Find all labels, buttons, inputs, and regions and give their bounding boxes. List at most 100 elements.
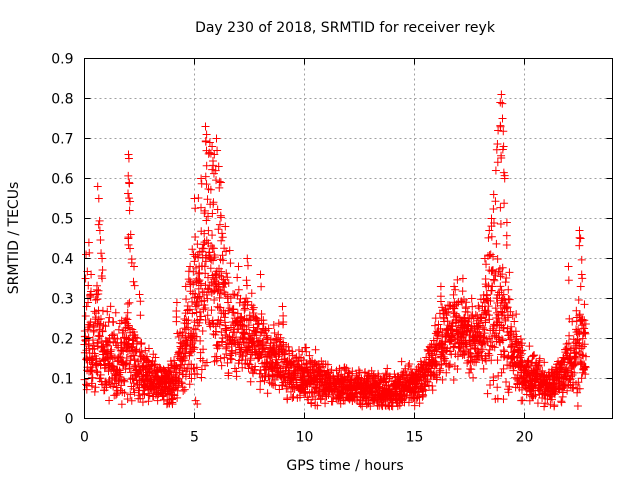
data-point: [431, 314, 440, 323]
data-point: [518, 346, 527, 355]
data-point: [191, 204, 200, 213]
data-point: [144, 344, 153, 353]
data-point: [120, 389, 129, 398]
data-point: [578, 315, 587, 324]
chart-title: Day 230 of 2018, SRMTID for receiver rey…: [195, 20, 496, 36]
data-point: [499, 127, 508, 136]
data-point: [96, 314, 105, 323]
data-point: [434, 320, 443, 329]
data-point: [238, 351, 247, 360]
data-point: [263, 333, 272, 342]
data-point: [269, 380, 278, 389]
data-point: [535, 356, 544, 365]
data-point: [95, 331, 104, 340]
data-point: [499, 395, 508, 404]
data-point: [484, 302, 493, 311]
data-point: [149, 350, 158, 359]
data-point: [442, 311, 451, 320]
data-point: [518, 396, 527, 405]
data-point: [557, 398, 566, 407]
data-point: [182, 295, 191, 304]
data-point: [492, 239, 501, 248]
data-point: [256, 369, 265, 378]
data-point: [575, 339, 584, 348]
data-point: [90, 307, 99, 316]
data-point: [274, 319, 283, 328]
data-point: [122, 314, 131, 323]
data-point: [204, 226, 213, 235]
data-point: [450, 282, 459, 291]
data-point: [505, 382, 514, 391]
data-point: [173, 393, 182, 402]
data-point: [105, 313, 114, 322]
data-point: [101, 379, 110, 388]
data-point: [97, 272, 106, 281]
data-point: [481, 316, 490, 325]
data-point: [280, 350, 289, 359]
data-point: [261, 341, 270, 350]
data-point: [121, 359, 130, 368]
data-point: [574, 378, 583, 387]
data-point: [199, 345, 208, 354]
data-point: [580, 316, 589, 325]
data-point: [530, 380, 539, 389]
data-point: [211, 330, 220, 339]
data-point: [213, 205, 222, 214]
plot-frame: [84, 58, 613, 419]
data-point: [109, 318, 118, 327]
data-point: [575, 241, 584, 250]
data-point: [215, 320, 224, 329]
data-point: [581, 362, 590, 371]
data-point: [123, 308, 132, 317]
data-point: [208, 142, 217, 151]
data-point: [303, 393, 312, 402]
data-point: [442, 346, 451, 355]
data-point: [209, 198, 218, 207]
data-point: [397, 357, 406, 366]
data-points: [80, 90, 590, 411]
data-point: [116, 368, 125, 377]
data-point: [216, 178, 225, 187]
data-point: [482, 260, 491, 269]
data-point: [198, 327, 207, 336]
data-point: [436, 324, 445, 333]
data-point: [208, 209, 217, 218]
data-point: [123, 299, 132, 308]
data-point: [436, 282, 445, 291]
data-point: [578, 274, 587, 283]
data-point: [94, 286, 103, 295]
data-point: [327, 366, 336, 375]
data-point: [200, 262, 209, 271]
data-point: [491, 271, 500, 280]
y-tick-label: 0.4: [51, 252, 73, 268]
data-point: [307, 399, 316, 408]
data-point: [498, 99, 507, 108]
data-point: [489, 204, 498, 213]
data-point: [215, 293, 224, 302]
data-point: [127, 396, 136, 405]
data-point: [195, 307, 204, 316]
data-point: [184, 323, 193, 332]
data-point: [562, 344, 571, 353]
data-point: [498, 336, 507, 345]
data-point: [479, 364, 488, 373]
data-point: [222, 326, 231, 335]
data-point: [228, 347, 237, 356]
data-point: [478, 345, 487, 354]
x-axis-label: GPS time / hours: [286, 458, 403, 474]
data-point: [177, 379, 186, 388]
data-point: [502, 218, 511, 227]
data-point: [480, 325, 489, 334]
data-point: [181, 282, 190, 291]
data-point: [110, 330, 119, 339]
data-point: [278, 302, 287, 311]
data-point: [257, 309, 266, 318]
data-point: [120, 377, 129, 386]
data-point: [212, 134, 221, 143]
data-point: [458, 297, 467, 306]
data-point: [201, 269, 210, 278]
data-point: [197, 279, 206, 288]
data-point: [531, 391, 540, 400]
data-point: [249, 303, 258, 312]
data-point: [563, 386, 572, 395]
